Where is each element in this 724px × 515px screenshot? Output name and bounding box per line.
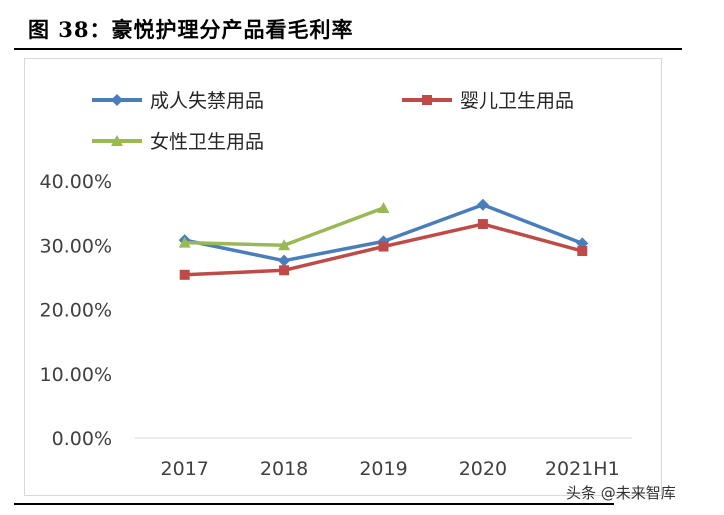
y-tick-label: 10.00%: [40, 364, 112, 386]
y-tick-label: 0.00%: [52, 428, 112, 450]
legend-label-0: 成人失禁用品: [150, 90, 264, 112]
series-1-point: [378, 241, 389, 252]
series-2-point: [278, 239, 291, 251]
figure-title: 图 38：豪悦护理分产品看毛利率: [28, 17, 354, 42]
series-2-point: [111, 135, 123, 146]
series-0-point: [476, 198, 489, 211]
x-tick-label: 2017: [161, 458, 209, 480]
series-1-point: [577, 246, 588, 257]
series-1-point: [477, 219, 488, 230]
watermark: 头条 @未来智库: [566, 484, 676, 502]
legend-label-1: 婴儿卫生用品: [460, 90, 574, 112]
y-tick-label: 30.00%: [40, 235, 112, 257]
chart-frame: [24, 58, 662, 496]
series-0-line: [184, 203, 583, 263]
x-tick-label: 2020: [459, 458, 507, 480]
bottom-rule: [14, 503, 614, 505]
y-tick-label: 40.00%: [40, 171, 112, 193]
y-tick-label: 20.00%: [40, 300, 112, 322]
x-tick-label: 2019: [359, 458, 407, 480]
series-1-point: [422, 95, 432, 105]
series-0-point: [278, 254, 291, 267]
x-tick-label: 2021H1: [545, 458, 620, 480]
legend-label-2: 女性卫生用品: [150, 131, 264, 153]
title-rule: [14, 48, 682, 50]
series-2-point: [377, 201, 390, 213]
series-2-point: [178, 236, 191, 248]
series-1-point: [279, 265, 290, 276]
series-0-point: [111, 94, 123, 106]
x-tick-label: 2018: [260, 458, 308, 480]
series-1-point: [179, 269, 190, 280]
